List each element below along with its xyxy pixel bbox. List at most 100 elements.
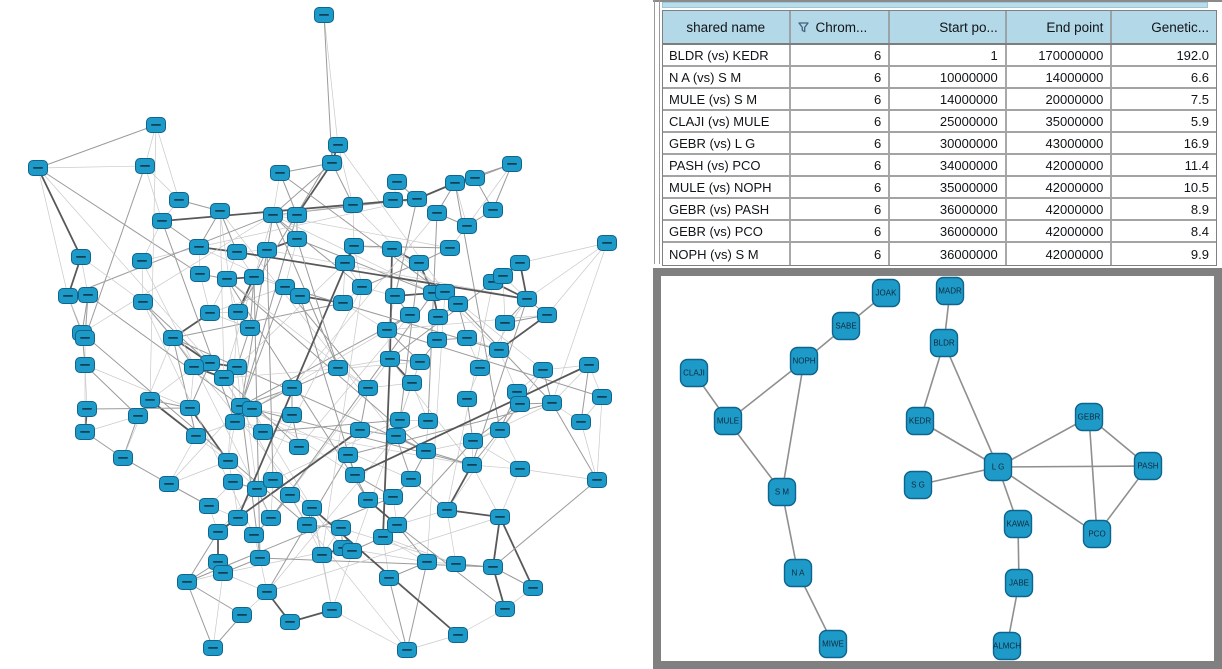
network-node[interactable] bbox=[428, 309, 448, 325]
network-node[interactable] bbox=[390, 412, 410, 428]
table-row[interactable]: GEBR (vs) PASH 6 36000000 42000000 8.9 bbox=[663, 199, 1216, 221]
network-node[interactable] bbox=[302, 500, 322, 516]
network-node[interactable] bbox=[280, 487, 300, 503]
table-row[interactable]: GEBR (vs) PCO 6 36000000 42000000 8.4 bbox=[663, 221, 1216, 243]
network-node[interactable] bbox=[382, 241, 402, 257]
network-node[interactable] bbox=[440, 240, 460, 256]
network-node[interactable] bbox=[132, 253, 152, 269]
network-node[interactable] bbox=[75, 424, 95, 440]
network-node[interactable] bbox=[483, 559, 503, 575]
filter-funnel-icon[interactable] bbox=[797, 21, 810, 34]
network-edge[interactable] bbox=[781, 360, 805, 493]
network-node[interactable] bbox=[386, 428, 406, 444]
network-node[interactable] bbox=[244, 269, 264, 285]
network-edge[interactable] bbox=[997, 466, 1098, 535]
network-node[interactable] bbox=[463, 433, 483, 449]
network-node[interactable]: CLAJI bbox=[679, 358, 709, 388]
network-node[interactable] bbox=[282, 380, 302, 396]
network-node[interactable]: MIWE bbox=[818, 629, 848, 659]
network-node[interactable]: JABE bbox=[1004, 568, 1034, 598]
network-node[interactable] bbox=[373, 529, 393, 545]
network-node[interactable] bbox=[400, 307, 420, 323]
overview-network-canvas[interactable] bbox=[0, 0, 648, 669]
network-node[interactable] bbox=[280, 614, 300, 630]
network-node[interactable] bbox=[448, 627, 468, 643]
network-node[interactable]: JOAK bbox=[871, 278, 901, 308]
network-node[interactable] bbox=[177, 574, 197, 590]
column-header-chrom[interactable]: Chrom... bbox=[791, 11, 891, 43]
network-node[interactable] bbox=[510, 461, 530, 477]
network-node[interactable]: KAWA bbox=[1003, 509, 1033, 539]
network-node[interactable] bbox=[244, 527, 264, 543]
network-edge[interactable] bbox=[1088, 416, 1098, 535]
network-node[interactable] bbox=[493, 268, 513, 284]
network-node[interactable] bbox=[377, 322, 397, 338]
network-node[interactable] bbox=[228, 304, 248, 320]
network-node[interactable] bbox=[213, 565, 233, 581]
network-node[interactable] bbox=[289, 439, 309, 455]
network-node[interactable] bbox=[208, 524, 228, 540]
network-node[interactable] bbox=[495, 601, 515, 617]
network-node[interactable] bbox=[228, 510, 248, 526]
network-node[interactable] bbox=[402, 375, 422, 391]
network-node[interactable]: NOPH bbox=[789, 346, 819, 376]
network-node[interactable] bbox=[186, 428, 206, 444]
network-node[interactable] bbox=[75, 357, 95, 373]
network-node[interactable] bbox=[343, 197, 363, 213]
network-node[interactable] bbox=[78, 287, 98, 303]
network-node[interactable] bbox=[287, 207, 307, 223]
network-node[interactable] bbox=[358, 380, 378, 396]
network-node[interactable] bbox=[203, 640, 223, 656]
network-node[interactable] bbox=[159, 476, 179, 492]
network-node[interactable] bbox=[523, 580, 543, 596]
network-node[interactable]: MADR bbox=[935, 276, 965, 306]
network-node[interactable] bbox=[328, 137, 348, 153]
network-node[interactable] bbox=[542, 395, 562, 411]
network-node[interactable] bbox=[263, 472, 283, 488]
network-node[interactable] bbox=[510, 396, 530, 412]
network-node[interactable] bbox=[338, 447, 358, 463]
network-node[interactable] bbox=[58, 288, 78, 304]
network-node[interactable] bbox=[380, 351, 400, 367]
network-node[interactable] bbox=[190, 266, 210, 282]
overview-network-panel[interactable] bbox=[0, 0, 648, 669]
network-node[interactable] bbox=[345, 467, 365, 483]
network-node[interactable] bbox=[199, 498, 219, 514]
network-node[interactable] bbox=[495, 315, 515, 331]
network-node[interactable] bbox=[533, 362, 553, 378]
network-node[interactable] bbox=[358, 492, 378, 508]
network-node[interactable]: S G bbox=[903, 470, 933, 500]
network-edge[interactable] bbox=[943, 342, 999, 468]
network-node[interactable] bbox=[416, 443, 436, 459]
column-header-endpoint[interactable]: End point bbox=[1007, 11, 1113, 43]
network-node[interactable] bbox=[322, 155, 342, 171]
network-node[interactable] bbox=[587, 472, 607, 488]
network-node[interactable] bbox=[397, 642, 417, 658]
table-row[interactable]: N A (vs) S M 6 10000000 14000000 6.6 bbox=[663, 67, 1216, 89]
network-node[interactable] bbox=[312, 547, 332, 563]
network-node[interactable] bbox=[314, 7, 334, 23]
network-node[interactable] bbox=[180, 400, 200, 416]
network-node[interactable] bbox=[152, 213, 172, 229]
network-node[interactable] bbox=[537, 307, 557, 323]
network-node[interactable] bbox=[383, 489, 403, 505]
network-node[interactable] bbox=[489, 342, 509, 358]
network-node[interactable]: PASH bbox=[1133, 451, 1163, 481]
table-row[interactable]: NOPH (vs) S M 6 36000000 42000000 9.9 bbox=[663, 243, 1216, 265]
network-node[interactable] bbox=[410, 354, 430, 370]
network-node[interactable] bbox=[253, 424, 273, 440]
network-node[interactable] bbox=[184, 359, 204, 375]
network-node[interactable] bbox=[71, 249, 91, 265]
network-node[interactable] bbox=[335, 255, 355, 271]
network-node[interactable] bbox=[483, 202, 503, 218]
network-node[interactable] bbox=[350, 422, 370, 438]
network-node[interactable] bbox=[427, 205, 447, 221]
network-node[interactable] bbox=[418, 413, 438, 429]
network-node[interactable]: KEDR bbox=[905, 406, 935, 436]
network-node[interactable] bbox=[163, 330, 183, 346]
network-node[interactable] bbox=[287, 231, 307, 247]
network-node[interactable] bbox=[597, 235, 617, 251]
network-node[interactable] bbox=[457, 218, 477, 234]
network-node[interactable] bbox=[510, 255, 530, 271]
network-node[interactable] bbox=[200, 355, 220, 371]
